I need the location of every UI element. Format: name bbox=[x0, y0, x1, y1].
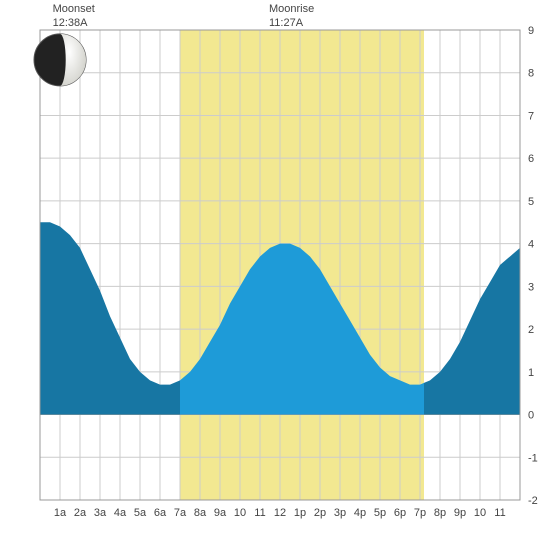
svg-text:7: 7 bbox=[528, 110, 534, 122]
svg-text:5a: 5a bbox=[134, 507, 147, 519]
svg-text:7a: 7a bbox=[174, 507, 187, 519]
svg-text:6p: 6p bbox=[394, 507, 406, 519]
moon-phase-icon bbox=[34, 34, 86, 86]
svg-text:9a: 9a bbox=[214, 507, 227, 519]
svg-text:1p: 1p bbox=[294, 507, 306, 519]
svg-text:-2: -2 bbox=[528, 495, 538, 507]
svg-text:2p: 2p bbox=[314, 507, 326, 519]
moonrise-label: Moonrise 11:27A bbox=[269, 2, 314, 31]
moonset-title: Moonset bbox=[53, 3, 95, 15]
svg-text:3p: 3p bbox=[334, 507, 346, 519]
svg-text:11: 11 bbox=[254, 507, 265, 519]
svg-text:2a: 2a bbox=[74, 507, 87, 519]
svg-text:9p: 9p bbox=[454, 507, 466, 519]
svg-text:10: 10 bbox=[234, 507, 246, 519]
svg-text:1a: 1a bbox=[54, 507, 67, 519]
svg-text:2: 2 bbox=[528, 324, 534, 336]
svg-text:6a: 6a bbox=[154, 507, 167, 519]
svg-text:8a: 8a bbox=[194, 507, 207, 519]
svg-text:5p: 5p bbox=[374, 507, 386, 519]
svg-text:8: 8 bbox=[528, 68, 534, 80]
svg-text:5: 5 bbox=[528, 196, 534, 208]
svg-text:3a: 3a bbox=[94, 507, 107, 519]
svg-text:0: 0 bbox=[528, 410, 534, 422]
svg-text:8p: 8p bbox=[434, 507, 446, 519]
svg-text:12: 12 bbox=[274, 507, 286, 519]
tide-chart: -2-101234567891a2a3a4a5a6a7a8a9a1011121p… bbox=[0, 0, 550, 550]
moonset-time: 12:38A bbox=[53, 17, 88, 29]
svg-text:6: 6 bbox=[528, 153, 534, 165]
moonrise-time: 11:27A bbox=[269, 17, 303, 29]
svg-text:4a: 4a bbox=[114, 507, 127, 519]
svg-text:4: 4 bbox=[528, 239, 534, 251]
svg-text:1: 1 bbox=[528, 367, 534, 379]
moonset-label: Moonset 12:38A bbox=[53, 2, 95, 31]
svg-text:11: 11 bbox=[494, 507, 505, 519]
moonrise-title: Moonrise bbox=[269, 3, 314, 15]
svg-text:3: 3 bbox=[528, 281, 534, 293]
svg-text:9: 9 bbox=[528, 25, 534, 37]
svg-text:10: 10 bbox=[474, 507, 486, 519]
svg-text:4p: 4p bbox=[354, 507, 366, 519]
svg-text:7p: 7p bbox=[414, 507, 426, 519]
svg-text:-1: -1 bbox=[528, 452, 538, 464]
chart-svg: -2-101234567891a2a3a4a5a6a7a8a9a1011121p… bbox=[0, 0, 550, 550]
